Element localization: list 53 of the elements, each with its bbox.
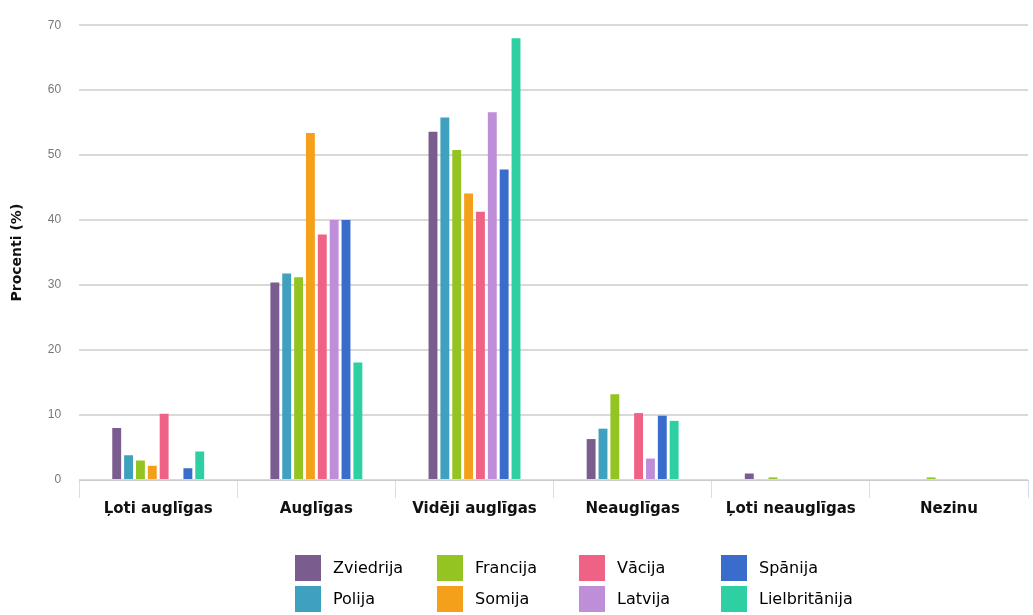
bar <box>341 220 351 479</box>
bar <box>744 473 754 479</box>
bar <box>499 169 509 479</box>
bar <box>440 117 450 479</box>
bar <box>294 277 304 479</box>
bar <box>452 149 462 479</box>
x-tick-label: Nezinu <box>919 498 978 517</box>
y-tick-label: 0 <box>54 472 62 487</box>
bar <box>124 455 134 479</box>
bar <box>159 413 169 479</box>
bar <box>586 439 596 479</box>
y-tick-label: 60 <box>47 82 62 97</box>
legend-label: Vācija <box>617 558 666 577</box>
bar <box>329 220 339 479</box>
legend-label: Francija <box>475 558 538 577</box>
legend-label: Polija <box>333 589 376 608</box>
legend-label: Latvija <box>617 589 671 608</box>
y-axis-title: Procenti (%) <box>8 203 25 302</box>
x-tick-label: Vidēji auglīgas <box>412 498 537 517</box>
bar <box>464 193 474 479</box>
bar <box>112 428 122 479</box>
bar <box>475 211 485 479</box>
y-tick-label: 70 <box>47 17 62 32</box>
bar <box>669 420 679 479</box>
legend-label: Lielbritānija <box>759 589 853 608</box>
bar <box>487 112 497 479</box>
bar <box>511 38 521 479</box>
bar <box>657 415 667 479</box>
bar <box>270 282 280 479</box>
bar <box>428 131 438 479</box>
bar <box>317 234 327 479</box>
bar <box>634 413 644 479</box>
bar <box>183 468 193 479</box>
legend-label: Zviedrija <box>333 558 404 577</box>
y-tick-label: 20 <box>47 342 62 357</box>
bar <box>645 458 655 479</box>
bar <box>610 394 620 479</box>
x-tick-label: Ļoti neauglīgas <box>725 498 856 517</box>
x-tick-label: Auglīgas <box>279 498 353 517</box>
y-tick-label: 40 <box>47 212 62 227</box>
bar <box>305 133 315 479</box>
bar <box>135 460 145 479</box>
x-tick-label: Ļoti auglīgas <box>103 498 213 517</box>
bar <box>147 465 157 479</box>
y-tick-label: 50 <box>47 147 62 162</box>
x-tick-label: Neauglīgas <box>585 498 680 517</box>
legend-label: Spānija <box>759 558 818 577</box>
bar <box>195 451 205 479</box>
legend-label: Somija <box>475 589 530 608</box>
y-tick-label: 30 <box>47 277 62 292</box>
bar <box>353 362 363 479</box>
y-tick-label: 10 <box>47 407 62 422</box>
bar <box>282 273 292 479</box>
